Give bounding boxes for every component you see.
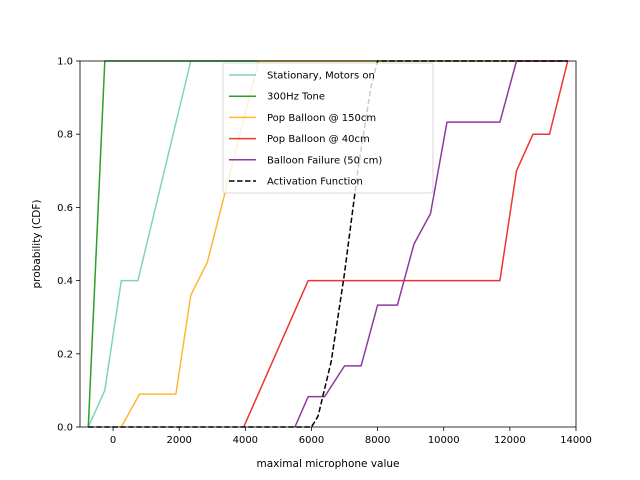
legend-label-3: Pop Balloon @ 150cm	[267, 113, 376, 124]
x-tick-label: 2000	[166, 435, 191, 446]
legend-label-6: Activation Function	[267, 177, 363, 188]
x-axis-ticks: 0 2000 4000 6000 8000 10000 12000 14000	[110, 427, 592, 446]
x-tick-label: 4000	[233, 435, 258, 446]
series-line-5	[294, 60, 568, 428]
y-axis-label: probability (CDF)	[31, 199, 43, 288]
x-tick-label: 10000	[428, 435, 460, 446]
x-tick-label: 6000	[299, 435, 324, 446]
x-tick-label: 12000	[494, 435, 526, 446]
y-axis-ticks: 0.0 0.2 0.4 0.6 0.8 1.0	[57, 57, 80, 434]
legend-label-1: Stationary, Motors on	[267, 71, 375, 82]
x-tick-label: 0	[110, 435, 116, 446]
y-tick-label: 0.8	[57, 130, 73, 141]
x-tick-label: 8000	[365, 435, 390, 446]
series-line-4	[243, 60, 569, 428]
y-tick-label: 0.4	[57, 276, 73, 287]
plot-frame	[79, 60, 577, 428]
x-tick-label: 14000	[560, 435, 592, 446]
legend: Stationary, Motors on 300Hz Tone Pop Ballo…	[222, 62, 434, 194]
legend-frame	[222, 62, 434, 194]
legend-label-5: Balloon Failure (50 cm)	[267, 155, 382, 166]
y-tick-label: 0.0	[57, 423, 73, 434]
x-axis-label: maximal microphone value	[256, 458, 399, 470]
y-tick-label: 1.0	[57, 57, 73, 68]
legend-label-2: 300Hz Tone	[267, 92, 325, 103]
y-tick-label: 0.6	[57, 203, 73, 214]
y-tick-label: 0.2	[57, 349, 73, 360]
legend-label-4: Pop Balloon @ 40cm	[267, 134, 370, 145]
